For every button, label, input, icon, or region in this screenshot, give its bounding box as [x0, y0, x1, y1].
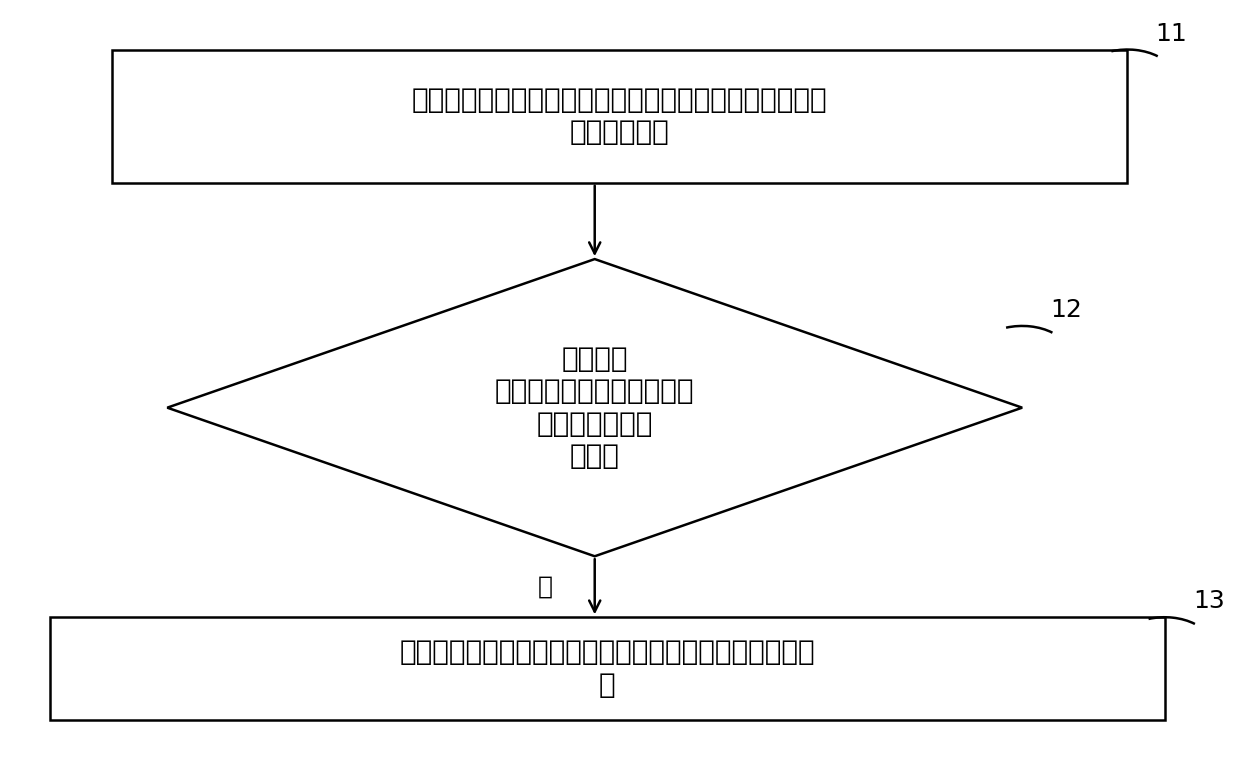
Text: 11: 11 [1156, 22, 1187, 46]
Text: 否: 否 [538, 575, 553, 599]
Bar [50, 617, 1165, 720]
Bar [112, 50, 1127, 183]
Polygon shape [167, 259, 1022, 556]
Text: 13: 13 [1193, 590, 1224, 613]
Text: 确定移动机器人的起点和目标点，所述起点为所述移动机
器人的中心点: 确定移动机器人的起点和目标点，所述起点为所述移动机 器人的中心点 [411, 86, 828, 146]
Text: 判断所述
移动机器人是否能从所述起
点直线到达所述
目标点: 判断所述 移动机器人是否能从所述起 点直线到达所述 目标点 [494, 345, 695, 470]
Text: 12: 12 [1051, 298, 1083, 322]
Text: 基于所述移动机器人的机身对所述移动机器人进行路径选
择: 基于所述移动机器人的机身对所述移动机器人进行路径选 择 [399, 639, 815, 699]
